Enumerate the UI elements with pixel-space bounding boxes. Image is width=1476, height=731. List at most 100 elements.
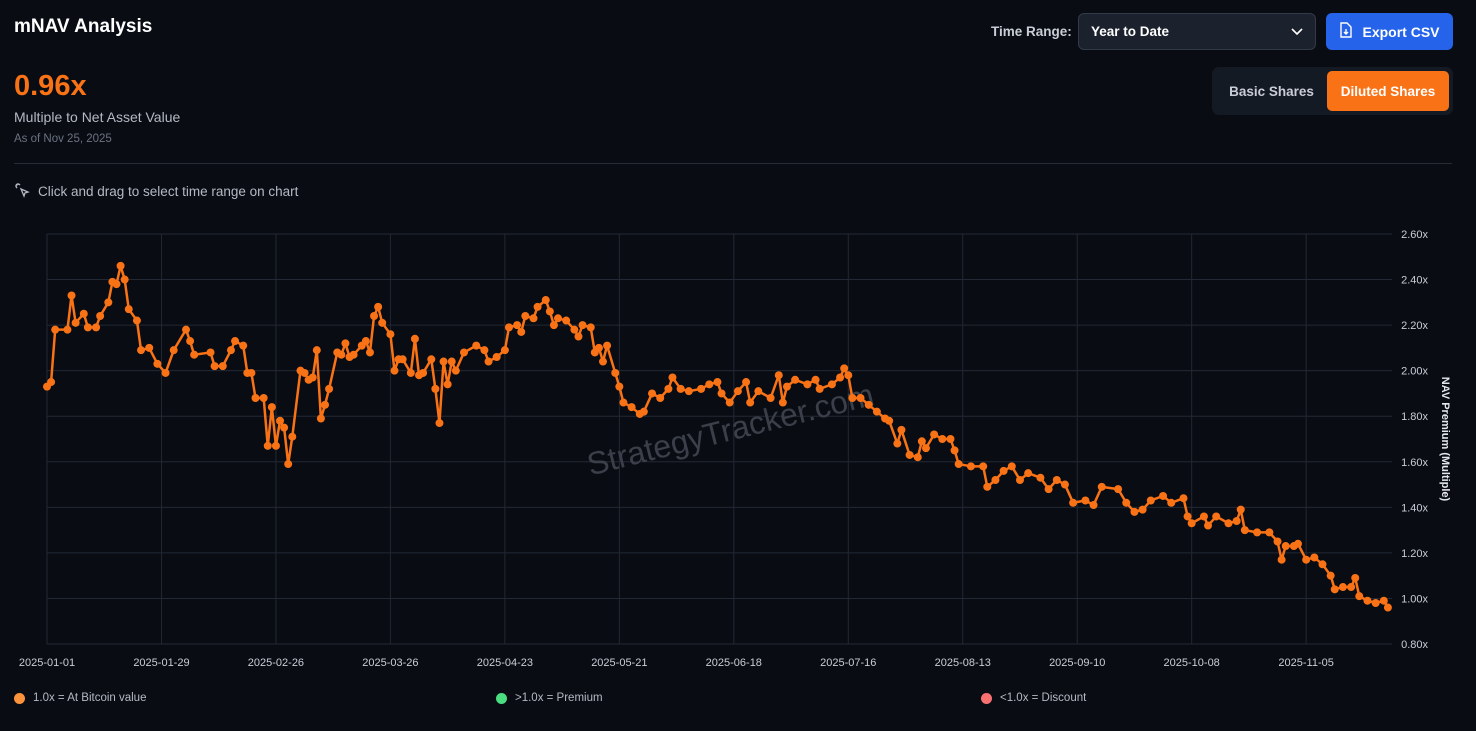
data-point xyxy=(1015,476,1024,484)
data-point xyxy=(120,275,129,284)
data-point xyxy=(603,341,612,350)
legend-dot xyxy=(496,692,507,704)
data-point xyxy=(1236,505,1245,514)
export-csv-button[interactable]: Export CSV xyxy=(1326,13,1453,50)
data-point xyxy=(1310,553,1319,562)
data-point xyxy=(1351,573,1360,582)
as-of-date: As of Nov 25, 2025 xyxy=(14,133,112,145)
data-point xyxy=(300,368,309,377)
y-axis-title: NAV Premium (Multiple) xyxy=(1439,377,1451,502)
x-tick-label: 2025-07-16 xyxy=(820,657,876,669)
data-point xyxy=(443,380,452,389)
data-point xyxy=(754,387,763,396)
basic-shares-button[interactable]: Basic Shares xyxy=(1229,83,1314,99)
data-point xyxy=(390,366,399,375)
x-tick-label: 2025-01-01 xyxy=(19,657,75,669)
x-tick-label: 2025-04-23 xyxy=(477,657,533,669)
data-point xyxy=(1167,498,1176,507)
data-point xyxy=(1146,496,1155,505)
data-point xyxy=(1277,555,1286,564)
data-point xyxy=(917,437,926,446)
x-tick-label: 2025-05-21 xyxy=(591,657,647,669)
data-point xyxy=(1024,469,1033,478)
data-point xyxy=(51,325,60,334)
data-point xyxy=(554,314,563,323)
data-point xyxy=(427,355,436,364)
data-point xyxy=(145,343,154,352)
data-point xyxy=(226,346,235,355)
data-point xyxy=(210,362,219,371)
data-point xyxy=(276,416,285,425)
data-point xyxy=(619,398,628,407)
data-point xyxy=(320,400,329,409)
data-point xyxy=(938,435,947,443)
data-point xyxy=(484,357,493,366)
data-point xyxy=(284,460,293,469)
time-range-label: Time Range: xyxy=(991,24,1072,39)
data-point xyxy=(1114,485,1123,494)
data-point xyxy=(733,387,742,396)
data-point xyxy=(533,302,542,311)
data-point xyxy=(979,462,988,471)
data-point xyxy=(251,394,260,402)
data-point xyxy=(308,373,317,382)
data-point xyxy=(104,298,113,307)
data-point xyxy=(472,341,481,350)
data-point xyxy=(132,316,141,325)
data-point xyxy=(897,425,906,434)
data-point xyxy=(378,318,387,327)
data-point xyxy=(1060,480,1069,489)
watermark: StrategyTracker.com xyxy=(583,376,877,482)
data-point xyxy=(1122,498,1131,507)
data-point xyxy=(280,423,289,432)
time-range-select[interactable]: Year to Date xyxy=(1078,13,1316,50)
x-tick-label: 2025-11-05 xyxy=(1278,657,1333,669)
data-point xyxy=(885,416,894,425)
x-tick-label: 2025-09-10 xyxy=(1049,657,1105,669)
data-point xyxy=(1036,473,1045,482)
data-point xyxy=(983,482,992,491)
data-point xyxy=(181,325,190,334)
data-point xyxy=(905,450,914,459)
data-point xyxy=(713,378,722,387)
data-point xyxy=(71,318,80,327)
data-point xyxy=(1069,498,1078,507)
data-point xyxy=(594,343,603,352)
data-point xyxy=(153,359,162,368)
data-point xyxy=(954,460,963,469)
data-point xyxy=(365,348,374,357)
data-point xyxy=(1232,517,1241,525)
mnav-chart[interactable]: 0.80x 1.00x 1.20x 1.40x 1.60x 1.80x 2.00x 2.20x… xyxy=(0,220,1476,670)
data-point xyxy=(47,378,56,387)
data-point xyxy=(815,384,824,393)
data-point xyxy=(950,446,959,455)
data-point xyxy=(1293,539,1302,548)
data-point xyxy=(1179,494,1188,503)
data-point xyxy=(598,357,607,366)
y-tick-label: 2.60x xyxy=(1401,229,1428,241)
data-point xyxy=(991,476,1000,484)
data-point xyxy=(1159,491,1168,500)
data-point xyxy=(1338,583,1347,592)
data-point xyxy=(1199,512,1208,521)
data-point xyxy=(435,419,444,428)
data-point xyxy=(856,394,865,402)
data-point xyxy=(529,314,538,323)
data-point xyxy=(206,348,215,357)
data-point xyxy=(1052,476,1061,484)
legend-dot xyxy=(14,692,25,704)
data-point xyxy=(1355,592,1364,601)
data-point xyxy=(778,398,787,407)
data-point xyxy=(361,337,370,346)
data-point xyxy=(946,435,955,443)
data-point xyxy=(1273,537,1282,546)
data-point xyxy=(1371,599,1380,607)
data-point xyxy=(913,453,922,462)
data-point xyxy=(406,368,415,377)
data-point xyxy=(386,330,395,339)
diluted-shares-button[interactable]: Diluted Shares xyxy=(1327,71,1449,111)
data-point xyxy=(1379,596,1388,605)
data-point xyxy=(124,305,133,314)
data-point xyxy=(288,432,297,441)
data-point xyxy=(1318,560,1327,569)
